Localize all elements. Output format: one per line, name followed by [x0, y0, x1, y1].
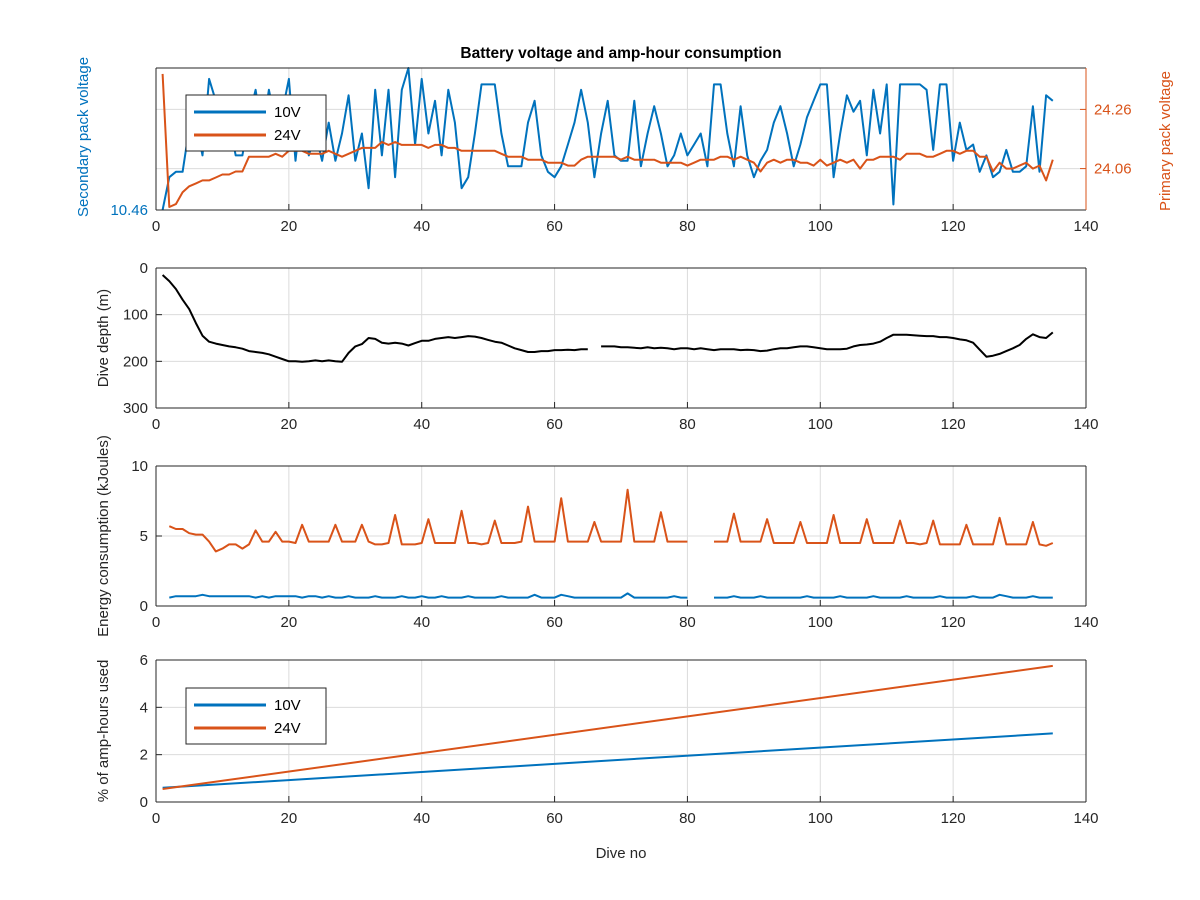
series-line-10v [162, 732, 1053, 789]
x-tick-label: 0 [152, 416, 160, 433]
legend-box [185, 94, 327, 152]
x-tick-label: 140 [1073, 810, 1098, 827]
x-tick-label: 120 [941, 218, 966, 235]
subplot-2: 0 20 40 60 80 100 120 140 0 100 200 300 Dive depth (… [95, 260, 1099, 433]
x-tick-label: 60 [546, 416, 563, 433]
x-tick-label: 60 [546, 218, 563, 235]
y-tick-label: 0 [140, 794, 148, 811]
x-tick-label: 100 [808, 218, 833, 235]
y-tick-label: 0 [140, 598, 148, 615]
x-tick-label: 80 [679, 218, 696, 235]
y-tick-label: 6 [140, 652, 148, 669]
y-right-axis-label: Primary pack voltage [1157, 71, 1174, 211]
subplot-1: 0 20 40 60 80 100 120 140 10.46 24.06 24.26 Seconda… [75, 57, 1174, 235]
y-tick-label: 100 [123, 307, 148, 324]
series-line-24v [168, 488, 1054, 553]
x-tick-label: 140 [1073, 416, 1098, 433]
series-line-depth [161, 274, 1054, 363]
y-left-tick-label: 10.46 [110, 202, 148, 219]
y-left-axis-label: Secondary pack voltage [75, 57, 92, 217]
y-tick-label: 5 [140, 528, 148, 545]
x-tick-label: 0 [152, 218, 160, 235]
y-right-tick-label: 24.06 [1094, 161, 1132, 178]
x-tick-label: 20 [281, 614, 298, 631]
x-tick-label: 40 [413, 810, 430, 827]
y-right-tick-label: 24.26 [1094, 101, 1132, 118]
x-tick-label: 120 [941, 614, 966, 631]
x-tick-label: 20 [281, 810, 298, 827]
x-tick-label: 140 [1073, 218, 1098, 235]
x-axis-label: Dive no [596, 845, 647, 862]
x-tick-label: 120 [941, 810, 966, 827]
x-tick-label: 80 [679, 614, 696, 631]
x-tick-label: 20 [281, 218, 298, 235]
y-tick-label: 200 [123, 353, 148, 370]
legend-label-24v: 24V [274, 720, 301, 737]
y-tick-label: 0 [140, 260, 148, 277]
x-tick-label: 60 [546, 810, 563, 827]
y-tick-label: 4 [140, 699, 148, 716]
series-line-24v [161, 73, 1054, 208]
x-tick-label: 40 [413, 218, 430, 235]
x-tick-label: 100 [808, 810, 833, 827]
series-line-24v [162, 664, 1053, 790]
x-tick-label: 140 [1073, 614, 1098, 631]
x-tick-label: 80 [679, 810, 696, 827]
y-axis-label: Energy consumption (kJoules) [95, 435, 112, 637]
x-tick-label: 60 [546, 614, 563, 631]
series-line-10v [169, 592, 1053, 599]
x-tick-label: 20 [281, 416, 298, 433]
legend-label-10v: 10V [274, 697, 301, 714]
x-tick-label: 0 [152, 810, 160, 827]
x-tick-label: 100 [808, 614, 833, 631]
x-tick-label: 100 [808, 416, 833, 433]
subplot-3: 0 20 40 60 80 100 120 140 0 5 10 Energy consumption… [95, 435, 1099, 637]
y-tick-label: 300 [123, 400, 148, 417]
y-tick-label: 10 [131, 458, 148, 475]
chart-title: Battery voltage and amp-hour consumption [460, 45, 781, 62]
x-tick-label: 80 [679, 416, 696, 433]
subplot-4: 0 20 40 60 80 100 120 140 0 2 4 6 % of amp-hours use… [95, 652, 1099, 827]
y-axis-label: Dive depth (m) [95, 289, 112, 387]
legend-label-10v: 10V [274, 104, 301, 121]
y-tick-label: 2 [140, 747, 148, 764]
x-tick-label: 120 [941, 416, 966, 433]
x-tick-label: 0 [152, 614, 160, 631]
legend-label-24v: 24V [274, 127, 301, 144]
x-tick-label: 40 [413, 614, 430, 631]
y-axis-label: % of amp-hours used [95, 660, 112, 803]
plot-area [156, 268, 1086, 408]
x-tick-label: 40 [413, 416, 430, 433]
legend-box [185, 687, 327, 745]
